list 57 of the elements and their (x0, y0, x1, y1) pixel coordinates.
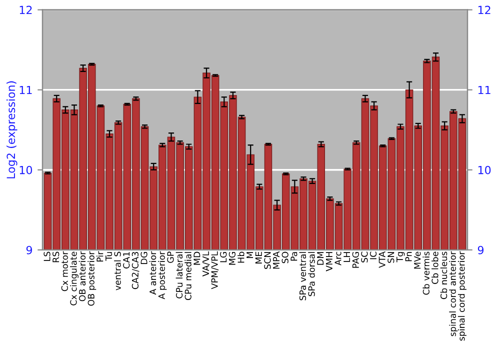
x-tick-label: MG (228, 252, 236, 265)
x-tick-label: MD (194, 252, 200, 265)
x-tick-label: Cx motor (61, 251, 68, 292)
x-tick-label: ME (255, 252, 262, 264)
x-tick-label: LG (220, 252, 227, 262)
y-tick-label: 11 (20, 86, 32, 94)
x-tick-label: SPa dorsal (308, 252, 315, 296)
x-tick-label: RS (52, 252, 60, 262)
y2-tick-label: 12 (478, 6, 490, 14)
x-tick-label: OB anterior (78, 251, 86, 302)
x-tick-label: ventral S (114, 252, 121, 290)
x-tick-label: A posterior (158, 251, 167, 300)
x-tick-label: M (246, 252, 254, 258)
x-tick-label: VPM/VPL (211, 251, 219, 290)
x-tick-label: CA2/CA3 (132, 252, 140, 290)
x-tick-label: OB posterior (88, 251, 96, 306)
y-tick-label: 12 (20, 6, 32, 14)
x-tick-label: VTA (378, 251, 386, 268)
x-tick-label: Cb vermis (422, 252, 430, 295)
x-tick-label: CA1 (123, 252, 130, 268)
x-tick-label: LH (344, 252, 350, 262)
x-tick-label: VA/VL (202, 251, 210, 276)
y2-tick-label: 11 (478, 86, 490, 94)
x-tick-label: VMH (326, 252, 332, 272)
x-tick-label: spinal cord posterior (458, 251, 466, 341)
x-tick-label: Pir (96, 251, 104, 262)
y2-tick-label: 9 (478, 246, 484, 254)
x-tick-label: LS (44, 252, 50, 261)
x-tick-label: Cb lobe (432, 252, 438, 284)
x-tick-label: CPu medial (184, 252, 192, 300)
x-tick-label: SC (361, 252, 368, 262)
x-tick-label: Arc (334, 252, 342, 266)
x-tick-label: Hb (238, 252, 244, 263)
x-tick-label: SPa ventral (299, 252, 306, 300)
x-tick-label: SN (388, 252, 394, 263)
x-tick-label: A anterior (149, 251, 156, 295)
x-tick-label: DM (317, 252, 324, 265)
x-tick-label: spinal cord anterior (449, 251, 458, 336)
y-tick-label: 10 (20, 166, 32, 174)
y-tick-label: 9 (26, 246, 32, 254)
x-tick-label: Pa (290, 252, 298, 261)
x-tick-label: MPA (273, 251, 280, 269)
x-tick-label: GP (167, 252, 174, 263)
y-axis-title: Log2 (expression) (6, 81, 18, 178)
x-tick-label: Tg (396, 252, 405, 262)
x-tick-label: DG (140, 252, 148, 264)
y2-tick-label: 10 (478, 166, 491, 174)
x-tick-label: Tu (106, 252, 112, 261)
x-tick-label: SO (282, 252, 288, 264)
x-tick-label: Cb nucleus (440, 252, 448, 300)
x-tick-label: SCN (264, 252, 271, 269)
x-tick-label: MVe (414, 252, 421, 269)
x-tick-label: PAG (352, 252, 359, 268)
x-tick-label: IC (370, 252, 377, 260)
x-tick-label: CPu lateral (176, 252, 183, 298)
x-tick-label: Pn (405, 252, 412, 262)
x-tick-label: Cx cingulate (70, 252, 78, 306)
